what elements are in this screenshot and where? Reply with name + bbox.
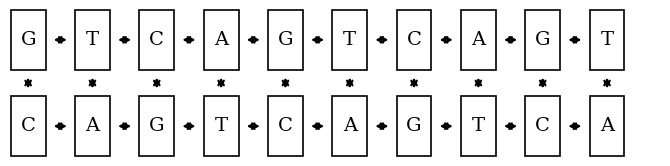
Bar: [590, 96, 624, 156]
Bar: [11, 96, 46, 156]
Text: C: C: [278, 117, 293, 135]
Text: A: A: [342, 117, 357, 135]
Text: A: A: [85, 117, 100, 135]
Bar: [204, 10, 239, 70]
Bar: [139, 96, 174, 156]
Text: A: A: [214, 31, 228, 49]
Bar: [332, 96, 367, 156]
Bar: [75, 10, 110, 70]
Bar: [397, 10, 431, 70]
Bar: [525, 10, 560, 70]
Text: G: G: [149, 117, 165, 135]
Bar: [268, 10, 303, 70]
Text: G: G: [535, 31, 551, 49]
Bar: [11, 10, 46, 70]
Text: G: G: [20, 31, 36, 49]
Bar: [75, 96, 110, 156]
Text: G: G: [406, 117, 422, 135]
Text: C: C: [407, 31, 421, 49]
Bar: [268, 96, 303, 156]
Text: T: T: [214, 117, 228, 135]
Text: A: A: [471, 31, 486, 49]
Text: T: T: [86, 31, 99, 49]
Text: T: T: [472, 117, 485, 135]
Bar: [590, 10, 624, 70]
Text: T: T: [343, 31, 356, 49]
Bar: [461, 10, 496, 70]
Text: T: T: [600, 31, 614, 49]
Bar: [332, 10, 367, 70]
Text: C: C: [21, 117, 36, 135]
Bar: [204, 96, 239, 156]
Bar: [525, 96, 560, 156]
Text: C: C: [535, 117, 550, 135]
Text: A: A: [600, 117, 614, 135]
Text: G: G: [277, 31, 293, 49]
Bar: [397, 96, 431, 156]
Bar: [139, 10, 174, 70]
Text: C: C: [149, 31, 164, 49]
Bar: [461, 96, 496, 156]
